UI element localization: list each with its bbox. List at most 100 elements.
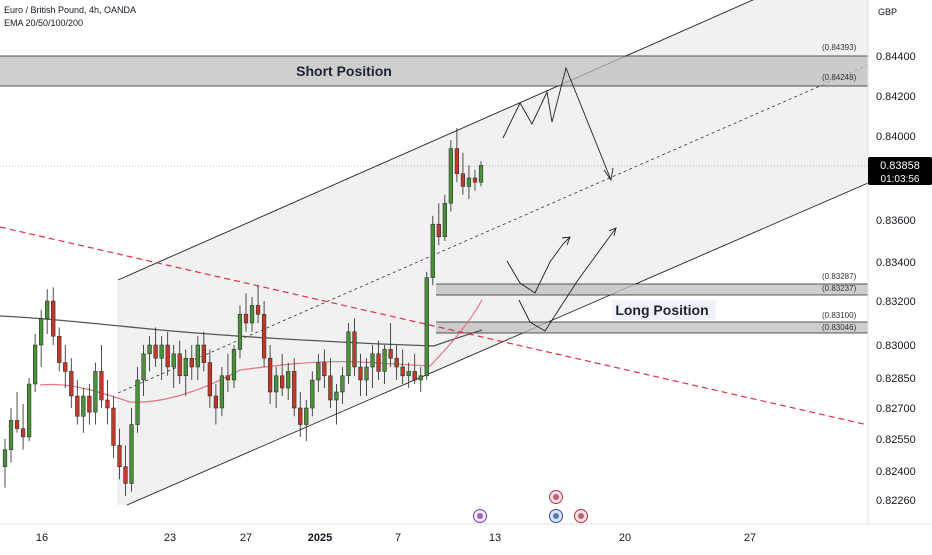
candle-body bbox=[141, 353, 146, 381]
short-position-label: Short Position bbox=[296, 63, 392, 79]
candle-body bbox=[8, 420, 14, 450]
long-projection-path-1 bbox=[506, 236, 571, 294]
zone-price-label: (0.83287) bbox=[822, 272, 857, 281]
candle-body bbox=[117, 445, 122, 467]
x-tick-label: 16 bbox=[36, 532, 48, 544]
candle-body bbox=[81, 395, 86, 417]
candle-body bbox=[394, 357, 399, 368]
candle-body bbox=[346, 331, 351, 377]
candle-body bbox=[267, 357, 273, 393]
ema-slow-line bbox=[0, 315, 483, 347]
candle-body bbox=[274, 375, 279, 393]
candle-body bbox=[57, 335, 62, 363]
candle-body bbox=[177, 353, 182, 377]
lightning-event-icon[interactable] bbox=[473, 509, 487, 523]
candle-body bbox=[292, 371, 297, 409]
candle-body bbox=[316, 362, 321, 381]
chart-title: Euro / British Pound, 4h, OANDA bbox=[4, 5, 137, 15]
channel-upper-line bbox=[117, 0, 754, 281]
y-tick-label: 0.84000 bbox=[876, 131, 916, 143]
candle-body bbox=[334, 391, 339, 401]
candle-body bbox=[105, 399, 110, 409]
candle-body bbox=[189, 357, 194, 368]
channel-lower-line bbox=[126, 182, 868, 506]
zone-price-label: (0.83100) bbox=[822, 311, 857, 320]
candle-body bbox=[322, 362, 327, 377]
x-tick-label: 27 bbox=[240, 532, 252, 544]
zone-price-label: (0.84248) bbox=[822, 73, 857, 82]
uk-flag-event-icon[interactable] bbox=[549, 490, 563, 504]
eu-flag-event-icon[interactable] bbox=[549, 509, 563, 523]
x-tick-label: 23 bbox=[164, 532, 176, 544]
candle-body bbox=[201, 344, 206, 363]
candle-body bbox=[352, 331, 357, 368]
long-position-label: Long Position bbox=[615, 302, 708, 318]
long-projection-path-2 bbox=[518, 227, 617, 332]
y-tick-label: 0.82260 bbox=[876, 495, 916, 507]
candle-body bbox=[51, 300, 56, 337]
zone-0 bbox=[0, 56, 868, 86]
candle-body bbox=[219, 375, 225, 409]
price-badge: 0.83858 01:03:56 bbox=[868, 157, 932, 185]
long-projection-arrowhead-1 bbox=[561, 236, 571, 246]
candle-body bbox=[171, 353, 176, 368]
zone-price-label: (0.83237) bbox=[822, 284, 857, 293]
candle-body bbox=[255, 305, 261, 315]
candle-body bbox=[26, 383, 32, 438]
price-axis bbox=[0, 0, 932, 525]
channel-fill bbox=[118, 0, 868, 505]
zone-1 bbox=[436, 284, 868, 295]
candle-body bbox=[237, 313, 243, 350]
event-marker-dot bbox=[477, 513, 483, 519]
candle-body bbox=[129, 424, 134, 484]
candle-body bbox=[147, 344, 152, 355]
candle-body bbox=[2, 449, 8, 467]
candle-body bbox=[69, 371, 74, 397]
candle-body bbox=[165, 344, 170, 368]
zones bbox=[0, 55, 868, 334]
trendlines bbox=[0, 165, 868, 426]
uk-flag-event-icon[interactable] bbox=[574, 509, 588, 523]
projection-paths bbox=[502, 66, 617, 332]
candle-body bbox=[207, 362, 212, 397]
candle-body bbox=[472, 177, 478, 183]
candle-body bbox=[400, 366, 405, 377]
candle-body bbox=[183, 357, 188, 377]
descending-trendline bbox=[0, 226, 868, 426]
candle-body bbox=[442, 202, 447, 238]
event-markers[interactable] bbox=[473, 490, 588, 523]
candle-body bbox=[328, 375, 333, 401]
y-tick-label: 0.82850 bbox=[876, 373, 916, 385]
candle-body bbox=[225, 375, 231, 381]
candle-body bbox=[448, 148, 453, 204]
candle-body bbox=[123, 466, 128, 484]
plot-area bbox=[0, 0, 868, 506]
candle-body bbox=[478, 165, 484, 183]
x-tick-label: 7 bbox=[395, 532, 401, 544]
candle-body bbox=[87, 395, 92, 413]
candle-body bbox=[45, 300, 50, 319]
candle-body bbox=[406, 371, 411, 377]
candle-body bbox=[304, 407, 309, 425]
candle-body bbox=[370, 353, 375, 368]
y-tick-label: 0.84400 bbox=[876, 51, 916, 63]
candle-body bbox=[436, 223, 441, 238]
zone-price-label: (0.84393) bbox=[822, 43, 857, 52]
y-tick-label: 0.83200 bbox=[876, 296, 916, 308]
candle-body bbox=[261, 313, 267, 359]
channel-midline bbox=[117, 64, 868, 394]
event-marker-dot bbox=[553, 513, 559, 519]
candle-body bbox=[382, 349, 387, 372]
candle-body bbox=[358, 366, 363, 381]
candle-body bbox=[412, 371, 417, 381]
y-tick-label: 0.83400 bbox=[876, 257, 916, 269]
candle-body bbox=[418, 375, 423, 381]
price-channel bbox=[117, 0, 868, 506]
short-projection-path bbox=[502, 66, 612, 181]
currency-label: GBP bbox=[878, 7, 898, 17]
y-ticks: 0.84400 0.84200 0.84000 0.83600 0.83400 0.832… bbox=[876, 51, 916, 507]
candle-body bbox=[376, 353, 381, 372]
x-tick-label: 20 bbox=[619, 532, 631, 544]
